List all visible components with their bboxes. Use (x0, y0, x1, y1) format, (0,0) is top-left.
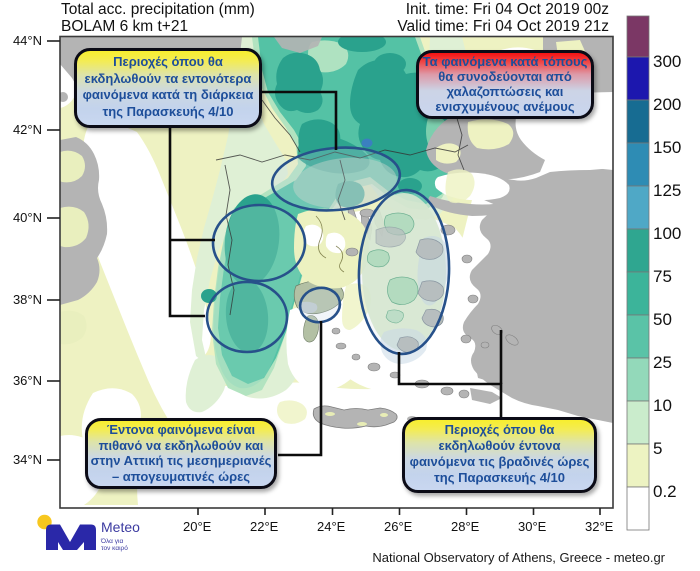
svg-text:τον καιρό: τον καιρό (101, 544, 128, 552)
svg-text:Meteo: Meteo (101, 519, 140, 535)
svg-text:Όλα για: Όλα για (100, 538, 123, 545)
